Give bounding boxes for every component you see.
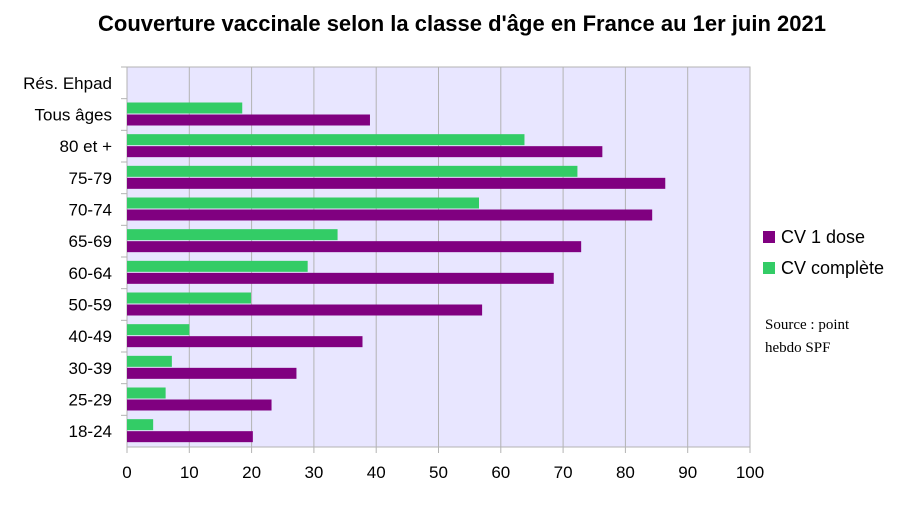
bar-cv-1-dose: [127, 114, 370, 126]
x-tick-label: 50: [429, 463, 448, 482]
legend-swatch: [763, 262, 775, 274]
bar-cv-1-dose: [127, 336, 363, 348]
source-note-line2: hebdo SPF: [765, 340, 830, 356]
legend-label: CV complète: [781, 258, 884, 278]
x-tick-label: 30: [304, 463, 323, 482]
category-label: 25-29: [69, 391, 112, 410]
bar-cv-complete: [127, 229, 338, 241]
x-tick-label: 60: [491, 463, 510, 482]
bar-cv-1-dose: [127, 272, 554, 284]
category-label: 18-24: [69, 422, 112, 441]
bars: [127, 102, 666, 443]
category-label: Tous âges: [35, 106, 113, 125]
category-label: 40-49: [69, 327, 112, 346]
bar-cv-1-dose: [127, 177, 666, 189]
bar-cv-complete: [127, 419, 154, 431]
category-label: 70-74: [69, 201, 112, 220]
x-tick-label: 90: [678, 463, 697, 482]
gridlines: [121, 66, 751, 453]
category-label: 80 et +: [60, 137, 113, 156]
category-label: 60-64: [69, 264, 112, 283]
chart-title: Couverture vaccinale selon la classe d'â…: [98, 11, 826, 36]
x-tick-label: 10: [180, 463, 199, 482]
x-tick-label: 80: [616, 463, 635, 482]
bar-cv-complete: [127, 260, 308, 272]
category-label: 65-69: [69, 232, 112, 251]
bar-cv-complete: [127, 292, 251, 304]
x-tick-label: 0: [122, 463, 131, 482]
category-labels: Rés. Ehpad Tous âges 80 et + 75-79 70-74 65-6…: [23, 74, 112, 441]
bar-cv-1-dose: [127, 241, 582, 253]
bar-cv-complete: [127, 165, 578, 177]
x-tick-label: 40: [367, 463, 386, 482]
category-label: Rés. Ehpad: [23, 74, 112, 93]
legend-swatch: [763, 231, 775, 243]
category-label: 30-39: [69, 359, 112, 378]
bar-cv-complete: [127, 355, 172, 367]
bar-cv-complete: [127, 197, 479, 209]
bar-cv-1-dose: [127, 399, 272, 411]
bar-cv-1-dose: [127, 146, 603, 158]
x-tick-label: 70: [554, 463, 573, 482]
category-label: 50-59: [69, 296, 112, 315]
bar-cv-1-dose: [127, 367, 297, 379]
bar-cv-1-dose: [127, 304, 483, 316]
category-label: 75-79: [69, 169, 112, 188]
bar-cv-complete: [127, 102, 243, 114]
bar-cv-complete: [127, 324, 190, 336]
x-tick-label: 20: [242, 463, 261, 482]
x-tick-label: 100: [736, 463, 764, 482]
bar-cv-1-dose: [127, 209, 653, 221]
bar-cv-1-dose: [127, 431, 253, 443]
bar-cv-complete: [127, 387, 166, 399]
legend: CV 1 dose CV complète: [763, 227, 884, 278]
legend-label: CV 1 dose: [781, 227, 865, 247]
source-note-line1: Source : point: [765, 317, 850, 333]
bar-cv-complete: [127, 134, 525, 146]
x-tick-labels: 0 10 20 30 40 50 60 70 80 90 100: [122, 463, 764, 482]
